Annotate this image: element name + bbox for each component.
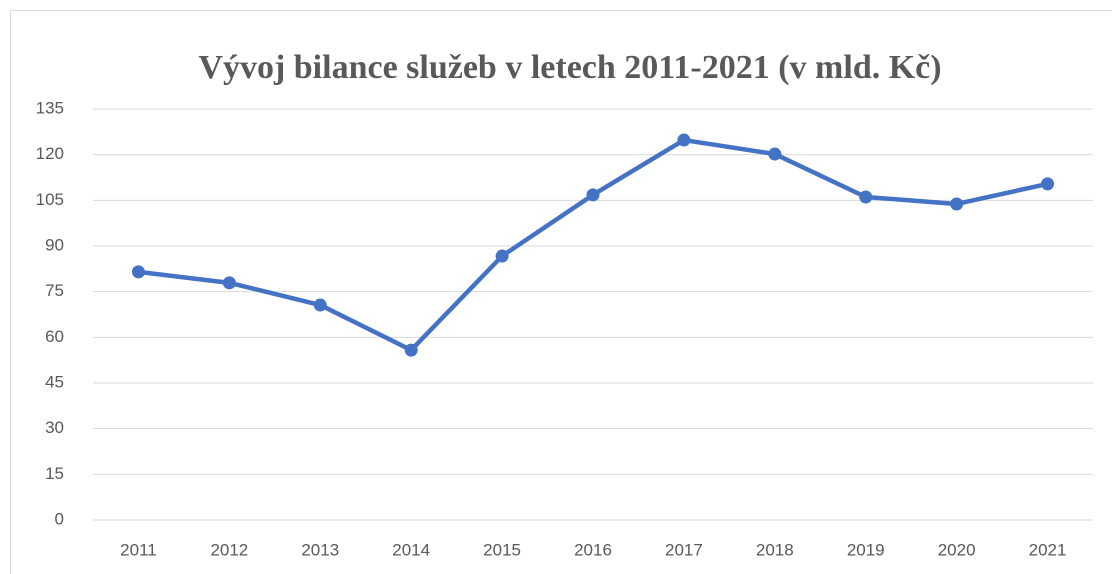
y-tick-label: 0 — [55, 509, 64, 528]
x-tick-label: 2012 — [210, 540, 248, 559]
x-tick-label: 2011 — [120, 540, 157, 559]
x-tick-label: 2013 — [301, 540, 339, 559]
x-tick-label: 2018 — [756, 540, 794, 559]
marker — [1041, 177, 1055, 191]
y-tick-label: 105 — [36, 190, 64, 209]
marker — [495, 249, 509, 263]
x-tick-label: 2015 — [483, 540, 521, 559]
y-tick-label: 15 — [45, 464, 64, 483]
x-tick-label: 2019 — [847, 540, 885, 559]
chart-title: Vývoj bilance služeb v letech 2011-2021 … — [198, 49, 941, 86]
y-tick-label: 135 — [36, 98, 64, 117]
marker — [131, 265, 145, 279]
x-tick-label: 2014 — [392, 540, 430, 559]
y-tick-label: 75 — [45, 281, 64, 300]
chart-border — [10, 10, 1112, 574]
marker — [768, 147, 782, 161]
marker — [677, 133, 691, 147]
x-tick-label: 2017 — [665, 540, 703, 559]
y-tick-label: 60 — [45, 327, 64, 346]
marker — [950, 197, 964, 211]
marker — [313, 298, 327, 312]
marker — [586, 188, 600, 202]
marker — [859, 190, 873, 204]
y-tick-label: 120 — [36, 144, 64, 163]
x-tick-label: 2016 — [574, 540, 612, 559]
marker — [404, 343, 418, 357]
x-tick-label: 2020 — [938, 540, 976, 559]
y-tick-label: 45 — [45, 372, 64, 391]
y-tick-label: 30 — [45, 418, 64, 437]
x-tick-label: 2021 — [1029, 540, 1067, 559]
marker — [222, 276, 236, 290]
y-tick-label: 90 — [45, 235, 64, 254]
